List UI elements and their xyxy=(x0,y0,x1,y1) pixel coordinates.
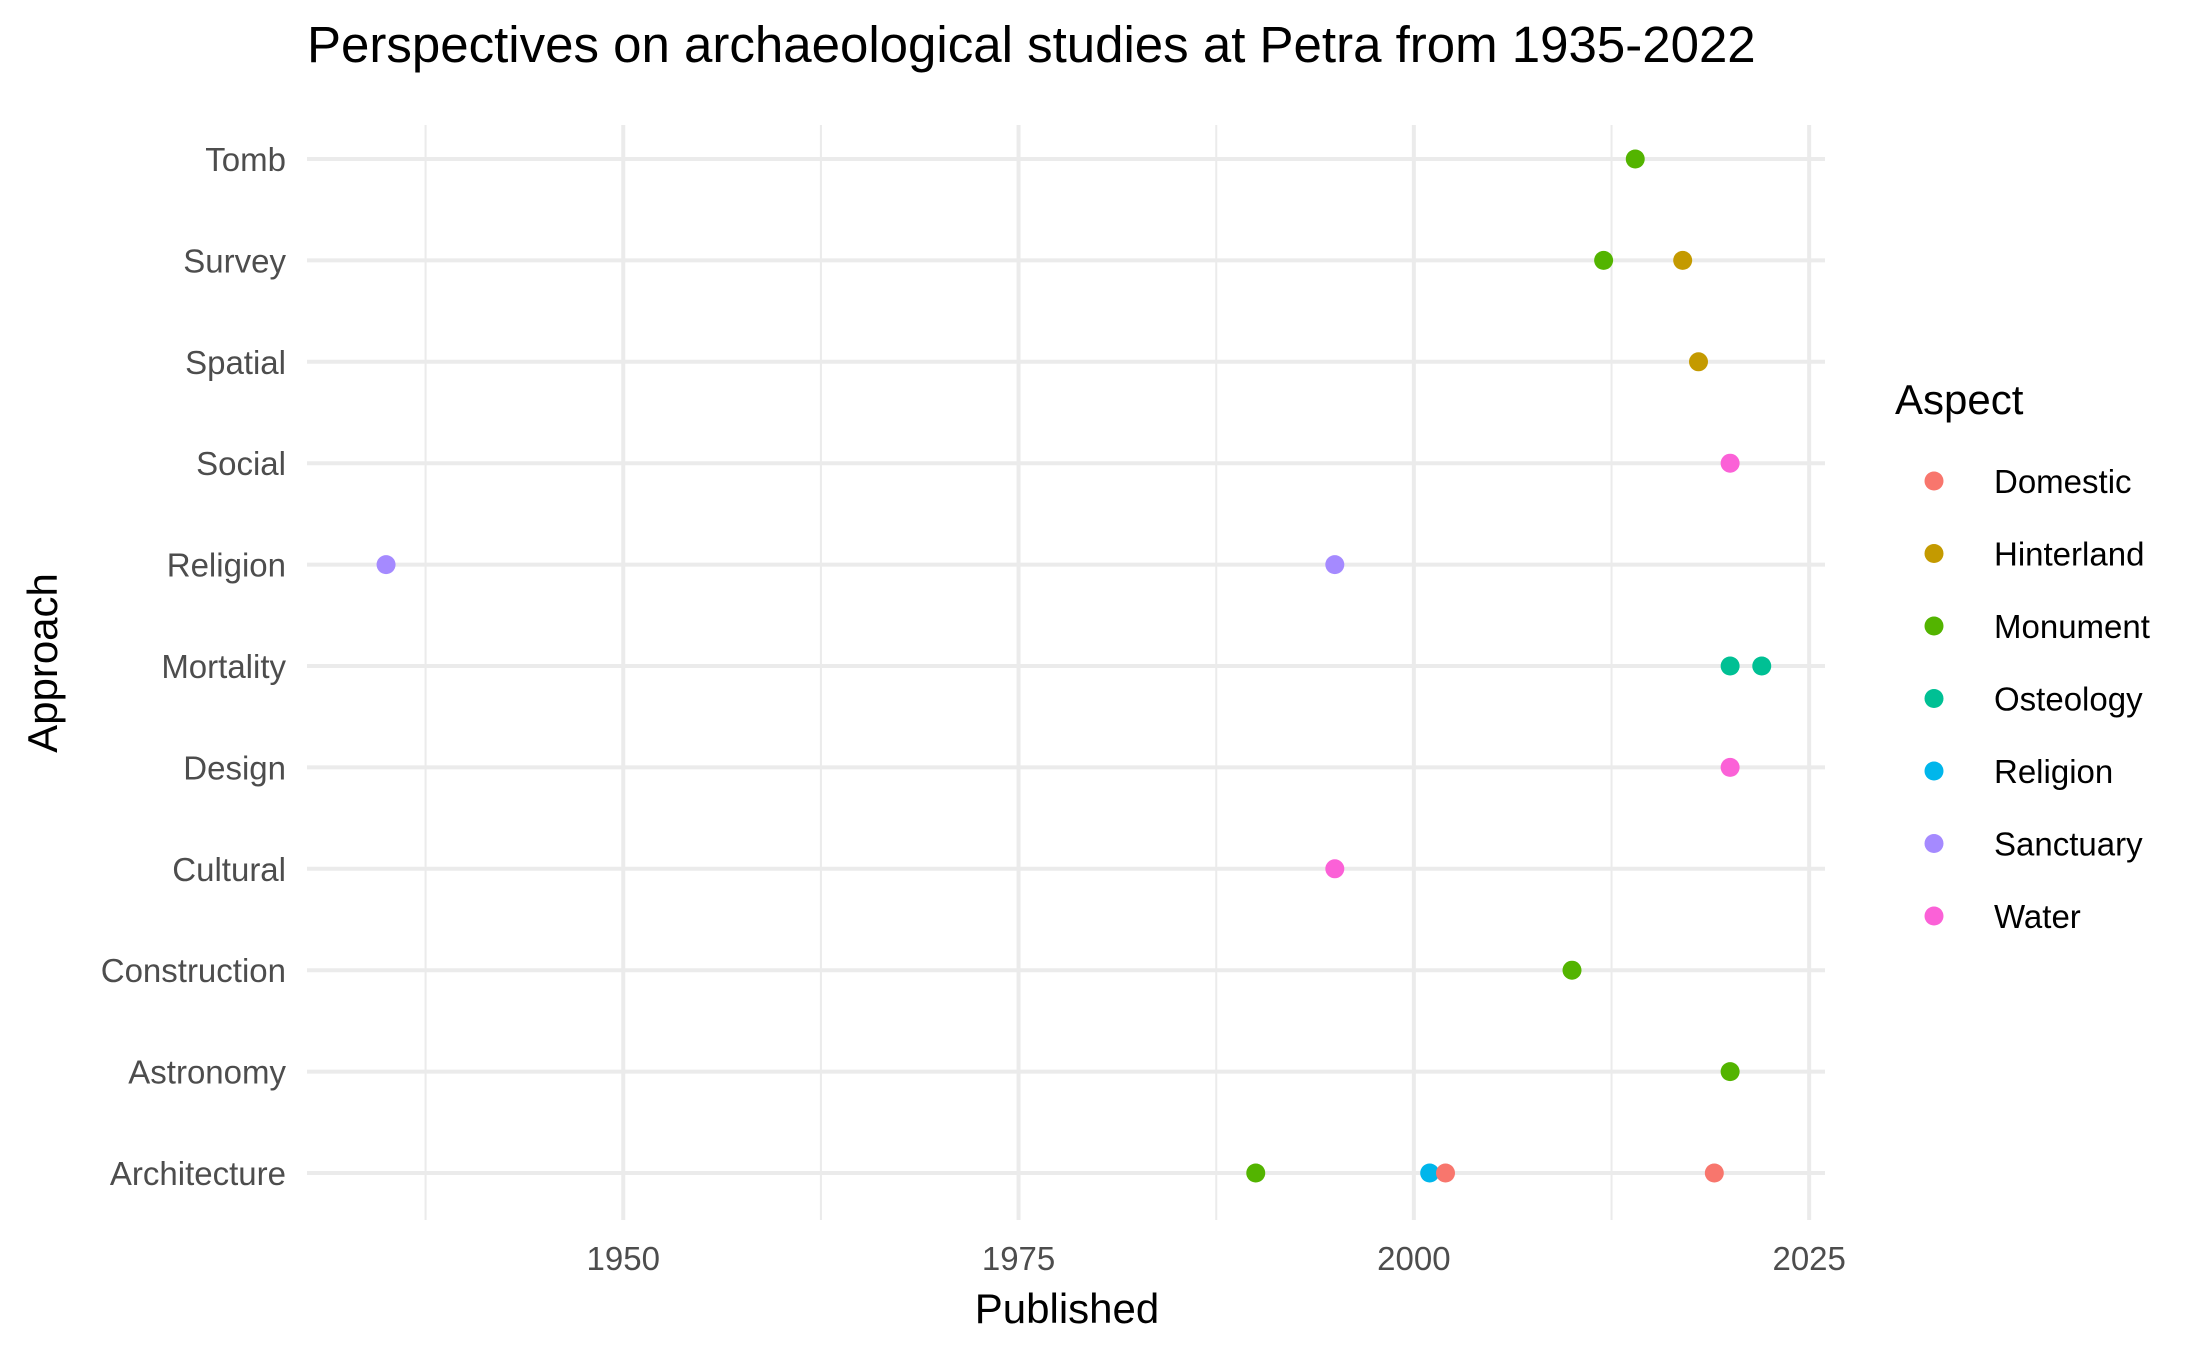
data-point xyxy=(1436,1163,1455,1183)
legend-key xyxy=(1924,616,1944,636)
y-tick-label: Social xyxy=(196,445,286,482)
data-point xyxy=(1720,757,1740,777)
legend-key xyxy=(1924,689,1944,708)
data-point xyxy=(1752,656,1772,676)
y-axis-title: Approach xyxy=(19,573,66,753)
legend-label: Religion xyxy=(1994,753,2113,790)
y-tick-label: Cultural xyxy=(172,851,286,888)
x-axis-title: Published xyxy=(975,1285,1159,1332)
legend-key xyxy=(1924,471,1944,491)
data-point xyxy=(1325,859,1345,879)
y-tick-label: Astronomy xyxy=(128,1054,286,1091)
data-point xyxy=(1625,149,1645,169)
legend: Aspect Domestic Hinterland Monument Osteolo… xyxy=(1895,376,2150,935)
y-tick-label: Religion xyxy=(167,547,286,584)
data-point xyxy=(1720,656,1740,676)
legend-label: Sanctuary xyxy=(1994,826,2143,863)
y-tick-label: Design xyxy=(183,749,286,786)
y-tick-label: Tomb xyxy=(205,141,286,178)
legend-key xyxy=(1924,544,1944,563)
data-point xyxy=(1562,960,1582,980)
x-tick-label: 1950 xyxy=(587,1240,660,1277)
data-point xyxy=(1246,1163,1266,1183)
x-tick-label: 1975 xyxy=(982,1240,1055,1277)
chart-title: Perspectives on archaeological studies a… xyxy=(307,16,1756,73)
grid xyxy=(307,125,1825,1220)
y-tick-label: Survey xyxy=(183,242,286,279)
data-point xyxy=(1720,453,1740,473)
y-tick-label: Architecture xyxy=(110,1155,286,1192)
x-tick-label: 2025 xyxy=(1772,1240,1845,1277)
legend-key xyxy=(1924,761,1944,781)
y-tick-label: Spatial xyxy=(185,344,286,381)
y-axis-tick-labels: Architecture Astronomy Construction Cultura… xyxy=(101,141,287,1192)
data-point xyxy=(1325,555,1345,575)
data-points xyxy=(376,149,1772,1183)
legend-label: Osteology xyxy=(1994,681,2143,718)
data-point xyxy=(1594,250,1614,270)
legend-key xyxy=(1924,906,1944,926)
y-tick-label: Construction xyxy=(101,952,286,989)
legend-label: Hinterland xyxy=(1994,536,2144,573)
x-axis-tick-labels: 1950 1975 2000 2025 xyxy=(587,1240,1846,1277)
legend-label: Water xyxy=(1994,898,2081,935)
legend-title: Aspect xyxy=(1895,376,2024,423)
data-point xyxy=(1720,1062,1740,1082)
y-tick-label: Mortality xyxy=(161,648,286,685)
data-point xyxy=(1673,250,1693,270)
x-tick-label: 2000 xyxy=(1377,1240,1450,1277)
data-point xyxy=(1704,1163,1724,1183)
data-point xyxy=(1420,1163,1440,1183)
legend-label: Domestic xyxy=(1994,463,2132,500)
legend-key xyxy=(1924,834,1944,853)
data-point xyxy=(376,555,396,575)
legend-label: Monument xyxy=(1994,608,2150,645)
data-point xyxy=(1689,352,1708,372)
